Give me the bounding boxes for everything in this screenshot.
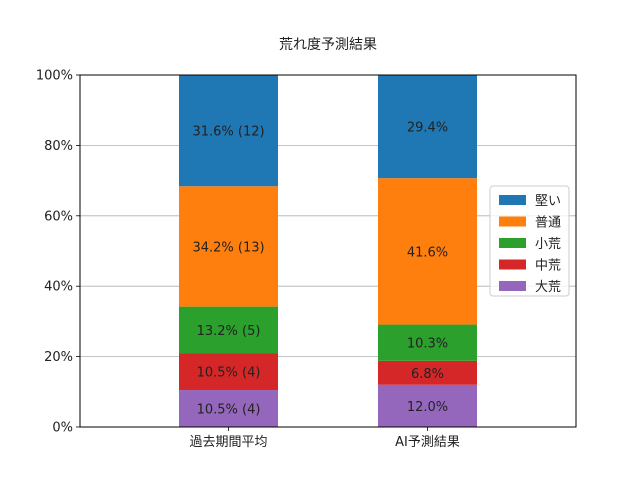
y-tick-label: 100% bbox=[36, 69, 73, 84]
bar-segment bbox=[179, 306, 278, 354]
bar-data-label: 12.0% bbox=[407, 400, 448, 415]
bar-segment bbox=[179, 186, 278, 307]
y-tick-label: 20% bbox=[44, 350, 73, 365]
y-tick-label: 80% bbox=[44, 139, 73, 154]
x-axis: 過去期間平均 AI予測結果 bbox=[189, 427, 460, 450]
bar-data-label: 13.2% (5) bbox=[197, 324, 261, 339]
legend-swatch bbox=[499, 281, 526, 291]
bar-segment bbox=[378, 74, 477, 179]
legend-label: 普通 bbox=[535, 216, 561, 231]
x-tick-label: 過去期間平均 bbox=[189, 435, 267, 450]
legend-label: 小荒 bbox=[535, 237, 561, 252]
legend-swatch bbox=[499, 216, 526, 227]
y-axis: 0% 20% 40% 60% 80% 100% bbox=[36, 69, 80, 436]
y-tick-label: 0% bbox=[52, 421, 73, 436]
bar-segment bbox=[378, 178, 477, 325]
bar-data-label: 41.6% bbox=[407, 245, 448, 260]
legend-label: 大荒 bbox=[535, 280, 561, 295]
legend-label: 中荒 bbox=[535, 259, 561, 274]
bar-data-label: 10.5% (4) bbox=[197, 403, 261, 418]
bar-segment bbox=[378, 360, 477, 385]
chart-title: 荒れ度予測結果 bbox=[279, 37, 377, 53]
bar-segment bbox=[179, 390, 278, 427]
legend-label: 堅い bbox=[535, 194, 561, 209]
legend-swatch bbox=[499, 195, 526, 205]
bar-data-label: 6.8% bbox=[411, 367, 444, 382]
bar-data-label: 10.5% (4) bbox=[197, 366, 261, 381]
legend-swatch bbox=[499, 259, 526, 270]
y-tick-label: 60% bbox=[44, 209, 73, 224]
bar-segment bbox=[179, 353, 278, 391]
bar-data-label: 29.4% bbox=[407, 120, 448, 135]
bar-data-label: 10.3% bbox=[407, 337, 448, 352]
x-tick-label: AI予測結果 bbox=[395, 435, 460, 450]
y-tick-label: 40% bbox=[44, 280, 73, 295]
bar-segment bbox=[179, 75, 278, 187]
legend-swatch bbox=[499, 238, 526, 248]
bar-data-label: 34.2% (13) bbox=[192, 240, 264, 255]
bar-data-label: 31.6% (12) bbox=[192, 125, 264, 140]
bar-segment bbox=[378, 324, 477, 361]
bar-segment bbox=[378, 384, 477, 427]
bars bbox=[179, 74, 477, 427]
bar-labels: 10.5% (4) 10.5% (4) 13.2% (5) 34.2% (13) 31.… bbox=[192, 120, 448, 417]
plot-frame bbox=[79, 74, 577, 428]
